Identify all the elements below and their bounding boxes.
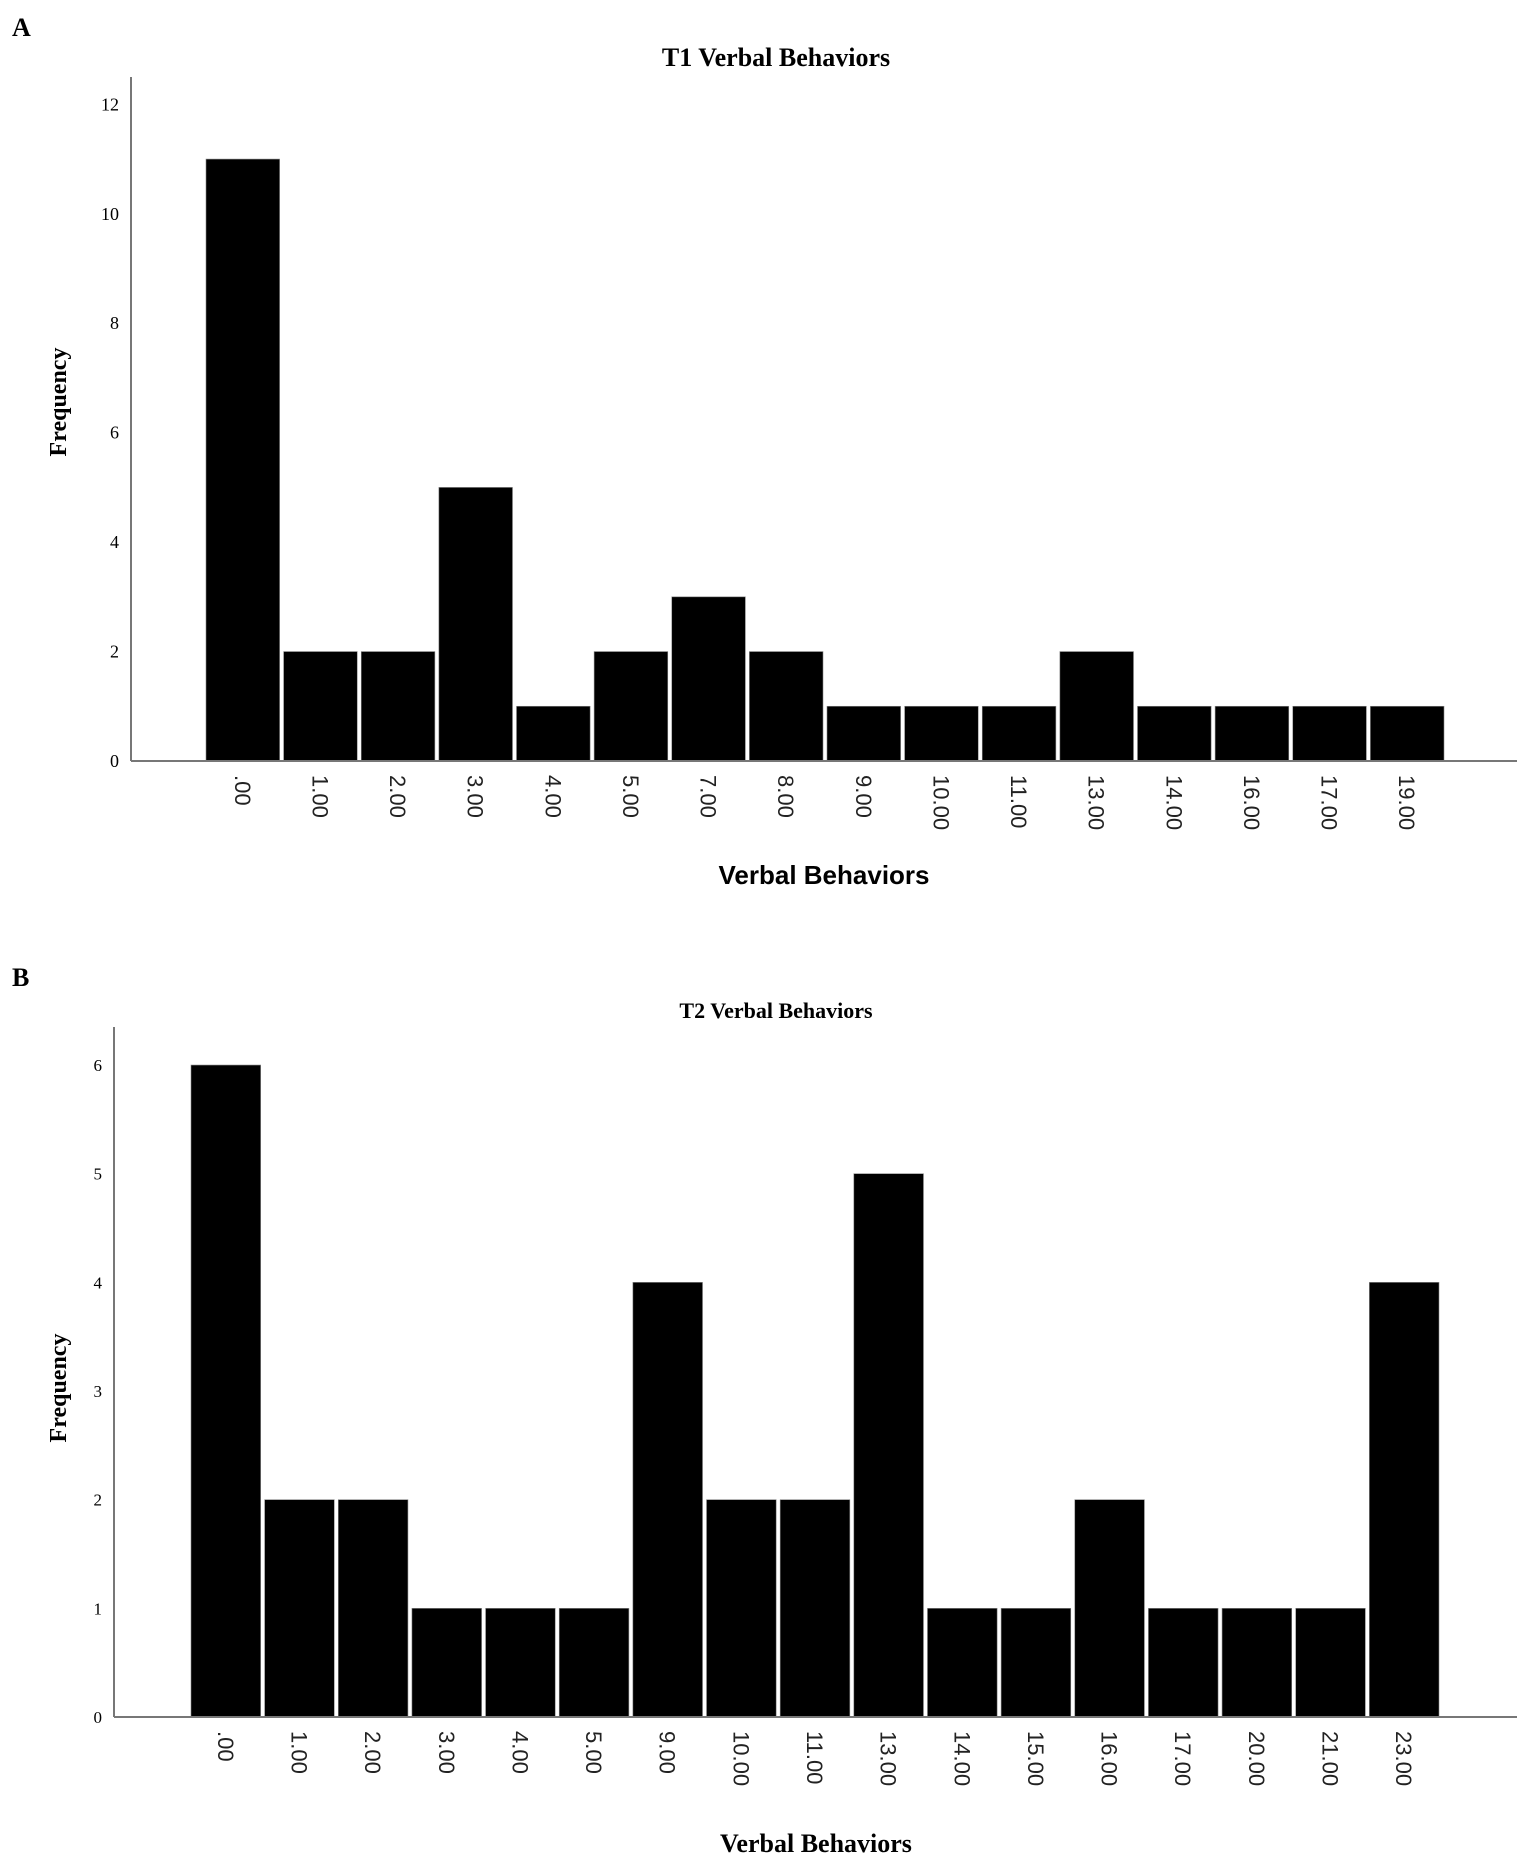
y-tick-label: 0 — [110, 751, 119, 771]
bar — [1295, 1608, 1366, 1718]
bar — [706, 1499, 777, 1718]
chart-a-xlabel: Verbal Behaviors — [719, 860, 930, 890]
bar — [749, 651, 824, 762]
x-tick-label: 13.00 — [876, 1731, 901, 1786]
bar — [1292, 705, 1367, 762]
x-tick-label: 23.00 — [1391, 1731, 1416, 1786]
chart-b-ylabel: Frequency — [46, 1334, 72, 1443]
x-tick-label: .00 — [230, 775, 255, 806]
y-tick-label: 2 — [110, 642, 119, 662]
bar — [853, 1173, 924, 1718]
bar — [779, 1499, 851, 1718]
x-tick-label: 5.00 — [618, 775, 643, 818]
x-tick-label: 1.00 — [286, 1731, 311, 1774]
bar — [904, 705, 979, 762]
bar — [1059, 651, 1134, 762]
bar — [283, 651, 358, 762]
bar — [485, 1608, 556, 1718]
y-tick-label: 12 — [101, 94, 119, 114]
chart-b-title: T2 Verbal Behaviors — [679, 998, 873, 1023]
x-tick-label: 10.00 — [928, 775, 953, 830]
bar — [1369, 1282, 1440, 1718]
chart-a-ylabel: Frequency — [46, 348, 72, 457]
panel-label-b: B — [12, 963, 29, 992]
bar — [1221, 1608, 1293, 1718]
x-tick-label: 13.00 — [1084, 775, 1109, 830]
x-tick-label: 16.00 — [1097, 1731, 1122, 1786]
bar — [190, 1064, 261, 1718]
x-tick-label: .00 — [213, 1731, 238, 1762]
bar — [360, 651, 436, 762]
bar — [1000, 1608, 1072, 1718]
panel-label-a: A — [12, 13, 31, 42]
chart-b-xlabel: Verbal Behaviors — [720, 1829, 912, 1858]
x-tick-label: 14.00 — [949, 1731, 974, 1786]
x-tick-label: 21.00 — [1318, 1731, 1343, 1786]
x-tick-label: 8.00 — [773, 775, 798, 818]
bar — [205, 158, 280, 762]
y-tick-label: 4 — [94, 1273, 103, 1292]
x-tick-label: 4.00 — [507, 1731, 532, 1774]
y-tick-label: 3 — [94, 1382, 103, 1401]
y-tick-label: 0 — [94, 1708, 103, 1727]
x-tick-label: 20.00 — [1244, 1731, 1269, 1786]
x-tick-label: 3.00 — [463, 775, 488, 818]
bar — [1148, 1608, 1219, 1718]
bar — [1370, 705, 1445, 762]
y-tick-label: 6 — [110, 423, 119, 443]
chart-b-plot: .00 1.00 2.00 3.00 4.00 5.00 9.00 10.00 11.00 13.… — [94, 1027, 1517, 1786]
x-tick-label: 11.00 — [802, 1731, 827, 1784]
bar — [516, 705, 591, 762]
x-tick-label: 17.00 — [1170, 1731, 1195, 1786]
bar — [264, 1499, 335, 1718]
x-tick-label: 4.00 — [540, 775, 565, 818]
bar — [1074, 1499, 1145, 1718]
x-tick-label: 10.00 — [728, 1731, 753, 1786]
bar — [438, 487, 513, 762]
x-tick-label: 9.00 — [851, 775, 876, 818]
bar — [927, 1608, 998, 1718]
x-tick-label: 7.00 — [696, 775, 721, 818]
bar — [337, 1499, 409, 1718]
x-tick-label: 2.00 — [360, 1731, 385, 1774]
x-tick-label: 11.00 — [1006, 775, 1031, 828]
y-tick-label: 6 — [94, 1056, 103, 1075]
bar — [1137, 705, 1212, 762]
x-tick-label: 16.00 — [1239, 775, 1264, 830]
x-tick-label: 3.00 — [434, 1731, 459, 1774]
bar — [1214, 705, 1290, 762]
y-tick-label: 5 — [94, 1165, 103, 1184]
x-tick-label: 2.00 — [385, 775, 410, 818]
bar — [826, 705, 901, 762]
chart-a-title: T1 Verbal Behaviors — [662, 43, 890, 72]
x-tick-label: 14.00 — [1161, 775, 1186, 830]
x-tick-label: 17.00 — [1317, 775, 1342, 830]
y-tick-label: 10 — [101, 204, 119, 224]
bar — [671, 596, 746, 762]
bar — [558, 1608, 630, 1718]
y-tick-label: 4 — [110, 532, 119, 552]
y-tick-label: 8 — [110, 313, 119, 333]
x-tick-label: 19.00 — [1394, 775, 1419, 830]
bar — [411, 1608, 482, 1718]
x-tick-label: 15.00 — [1023, 1731, 1048, 1786]
bar — [593, 651, 669, 762]
y-tick-label: 2 — [94, 1491, 103, 1510]
bar — [981, 705, 1057, 762]
x-tick-label: 9.00 — [655, 1731, 680, 1774]
x-tick-label: 1.00 — [307, 775, 332, 818]
y-tick-label: 1 — [94, 1599, 103, 1618]
x-tick-label: 5.00 — [581, 1731, 606, 1774]
chart-a-plot: .00 1.00 2.00 3.00 4.00 5.00 7.00 8.00 9.00 10.00… — [101, 77, 1517, 830]
bar — [632, 1282, 703, 1718]
